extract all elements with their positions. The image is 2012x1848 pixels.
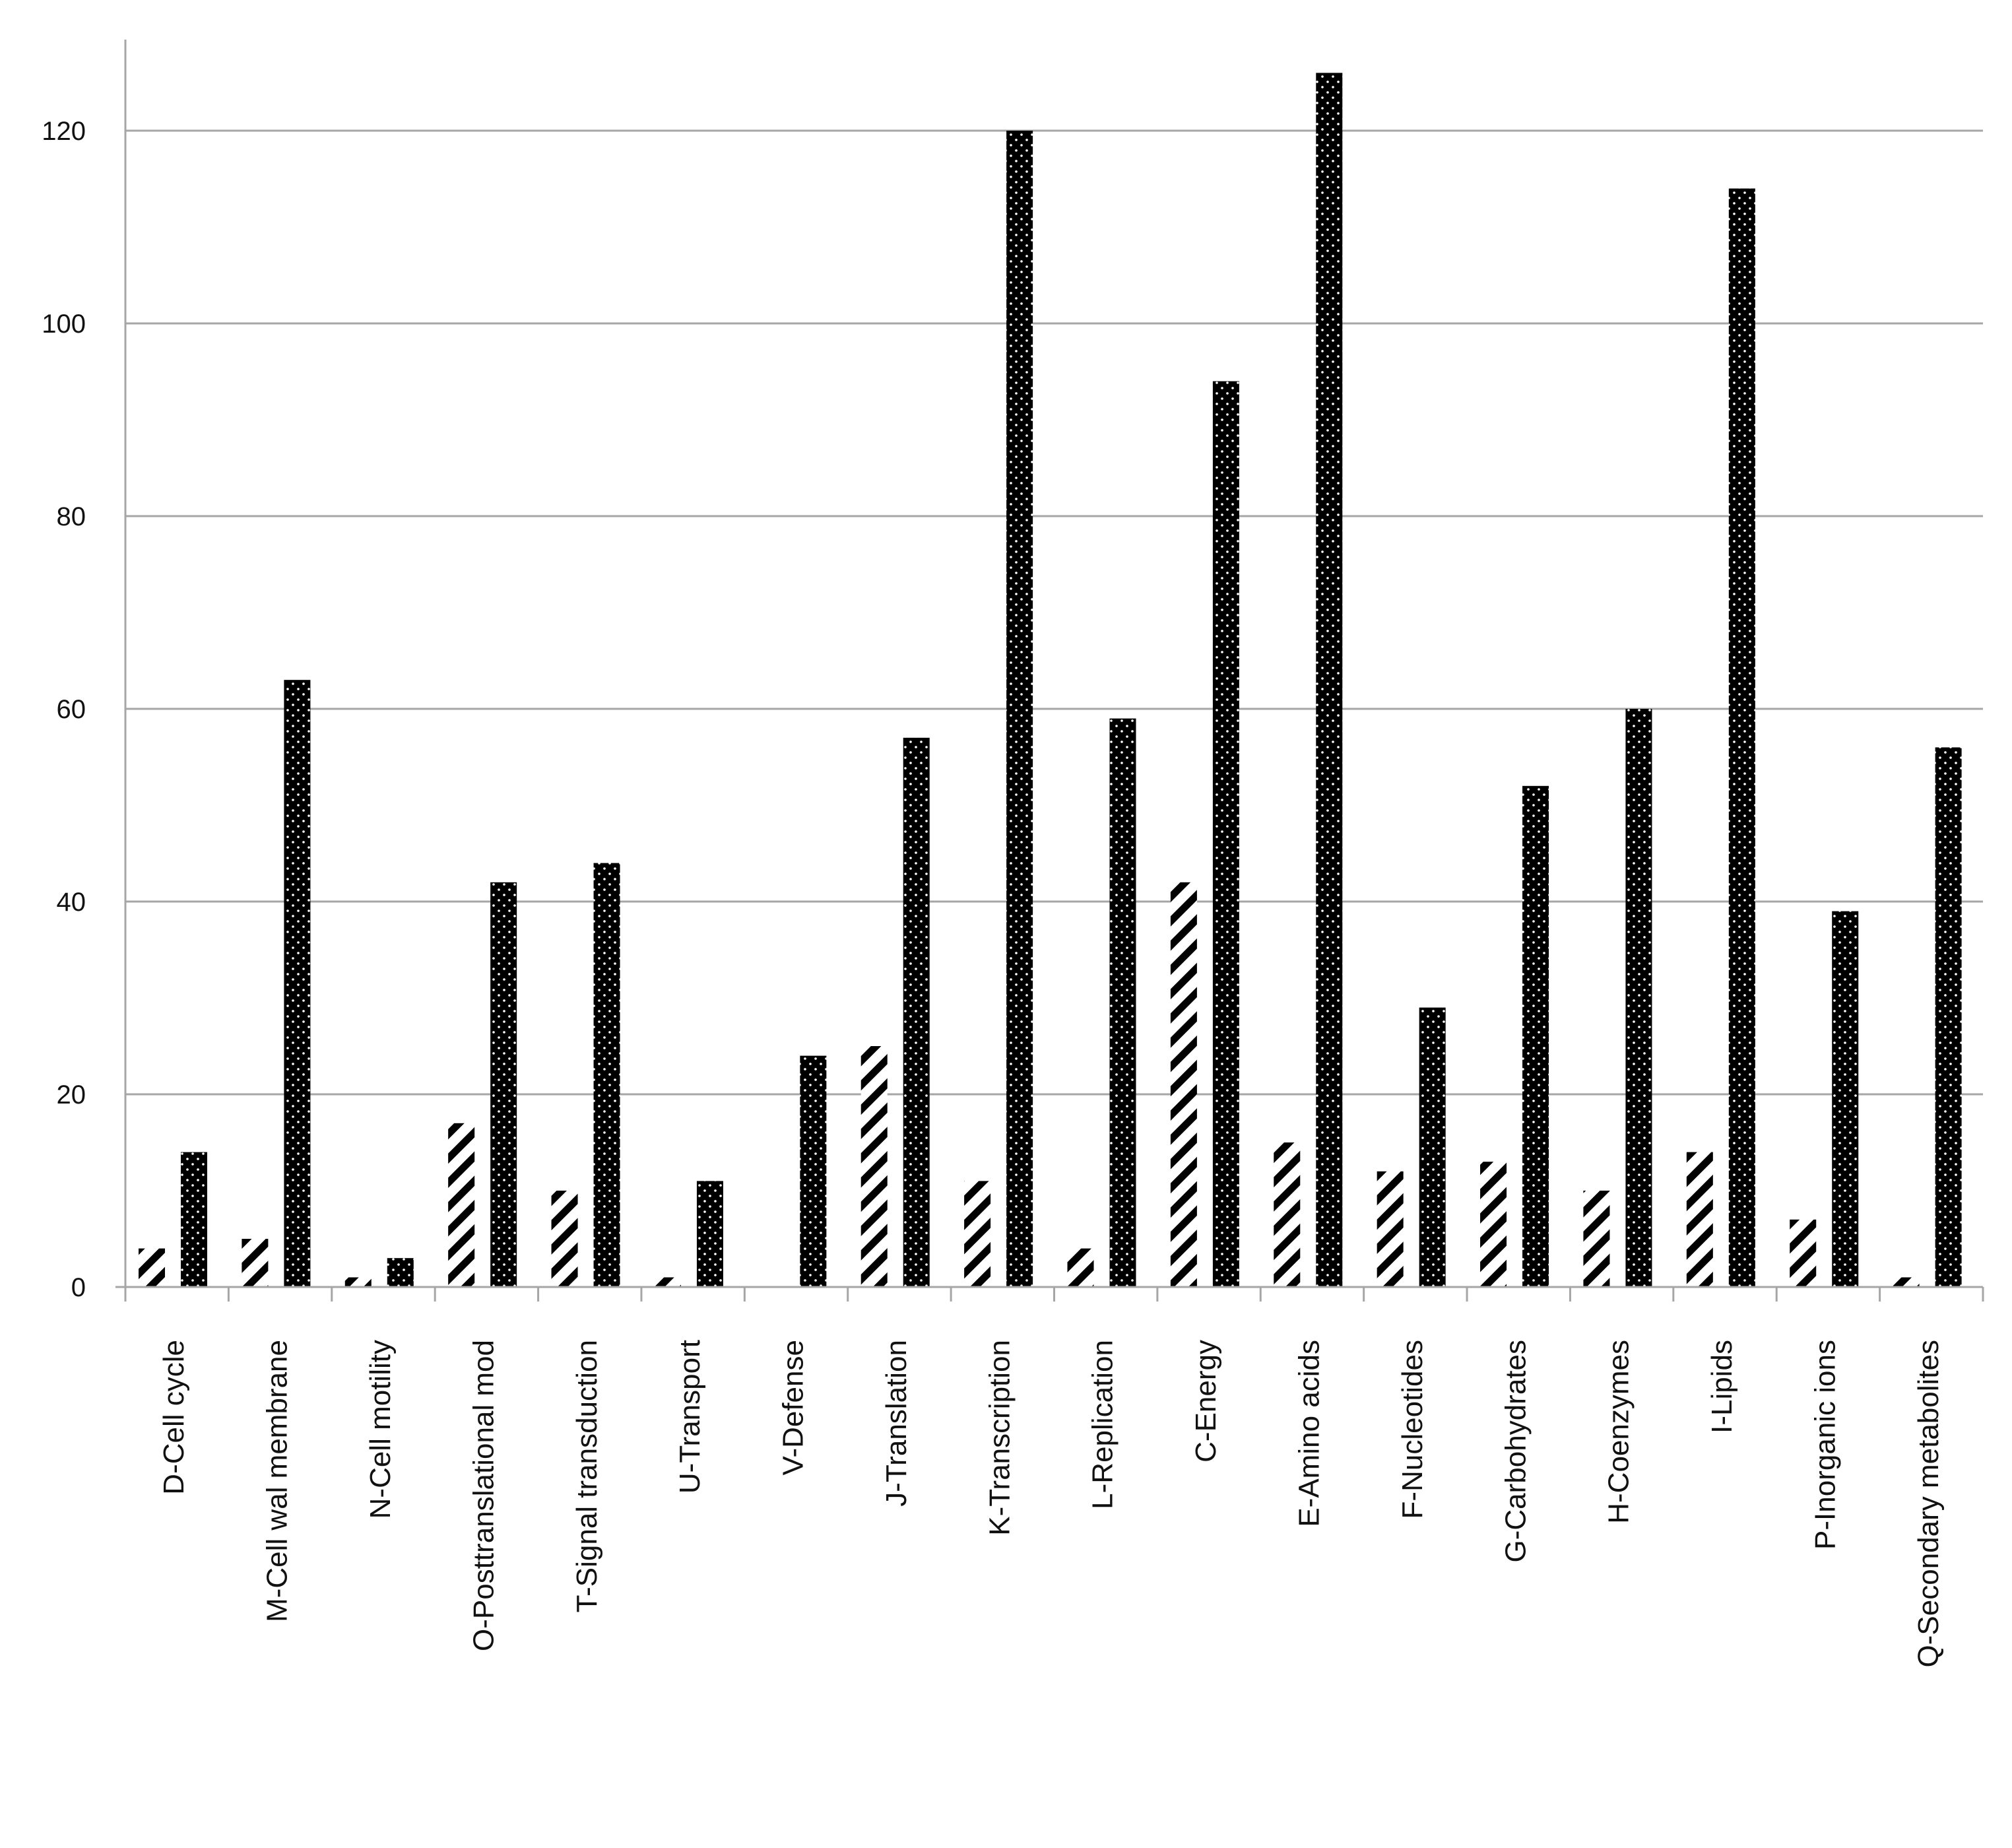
x-category-label: T-Signal transduction [571, 1340, 603, 1612]
x-category-label: N-Cell motility [364, 1340, 397, 1519]
bars [139, 73, 1962, 1288]
dotted-bar-0 [181, 1152, 207, 1287]
dotted-bar-15 [1728, 188, 1755, 1288]
x-category-label: D-Cell cycle [158, 1340, 190, 1495]
dotted-bar-3 [490, 882, 517, 1287]
y-tick-label: 0 [71, 1273, 86, 1302]
hatch-bar-12 [1377, 1171, 1404, 1287]
x-category-label: Q-Secondary metabolites [1912, 1340, 1945, 1667]
x-category-label: H-Coenzymes [1603, 1340, 1635, 1524]
dotted-bar-16 [1832, 911, 1859, 1287]
x-category-label: M-Cell wal membrane [261, 1340, 294, 1622]
hatch-bar-3 [448, 1123, 475, 1287]
hatch-bar-1 [242, 1239, 269, 1287]
dotted-bar-14 [1625, 709, 1652, 1287]
dotted-bar-13 [1522, 785, 1549, 1287]
x-category-label: G-Carbohydrates [1499, 1340, 1532, 1562]
dotted-bar-7 [903, 737, 930, 1287]
hatch-bar-7 [860, 1046, 888, 1287]
y-tick-label: 60 [57, 695, 86, 724]
hatch-bar-17 [1893, 1277, 1920, 1287]
y-tick-label: 120 [42, 117, 86, 146]
x-category-label: L-Replication [1087, 1340, 1119, 1509]
hatch-bar-10 [1170, 882, 1197, 1287]
dotted-bar-10 [1212, 381, 1239, 1287]
gridlines [125, 129, 1983, 1096]
dotted-bar-1 [284, 680, 311, 1287]
y-tick-label: 40 [57, 888, 86, 917]
hatch-bar-14 [1583, 1191, 1610, 1287]
hatch-bar-9 [1067, 1248, 1094, 1287]
hatch-bar-2 [344, 1277, 372, 1287]
x-axis-labels: D-Cell cycle M-Cell wal membrane N-Cell mo… [158, 1340, 1945, 1667]
x-category-label: F-Nucleotides [1396, 1340, 1429, 1519]
x-category-label: C-Energy [1190, 1340, 1222, 1463]
dotted-bar-17 [1935, 747, 1962, 1287]
hatch-bar-16 [1790, 1219, 1817, 1287]
dotted-bar-5 [696, 1181, 723, 1287]
hatch-bar-4 [551, 1191, 578, 1287]
x-category-label: J-Translation [880, 1340, 913, 1507]
y-tick-label: 80 [57, 502, 86, 531]
x-category-label: U-Transport [674, 1340, 706, 1494]
hatch-bar-0 [139, 1248, 165, 1287]
y-axis-ticks: 0 20 40 60 80 100 120 [42, 117, 86, 1302]
hatch-bar-15 [1686, 1152, 1713, 1287]
dotted-bar-9 [1109, 718, 1136, 1287]
y-tick-label: 20 [57, 1080, 86, 1109]
dotted-bar-11 [1316, 73, 1343, 1287]
dotted-bar-6 [800, 1055, 827, 1287]
hatch-bar-13 [1480, 1162, 1507, 1287]
x-category-label: I-Lipids [1706, 1340, 1738, 1434]
x-category-label: P-Inorganic ions [1809, 1340, 1841, 1550]
axes [115, 40, 1984, 1302]
x-category-label: V-Defense [777, 1340, 810, 1475]
dotted-bar-4 [593, 863, 620, 1287]
hatch-bar-8 [964, 1181, 991, 1287]
hatch-bar-5 [654, 1277, 681, 1287]
dotted-bar-12 [1419, 1007, 1446, 1287]
x-category-label: E-Amino acids [1293, 1340, 1325, 1527]
x-category-label: O-Posttranslational mod [467, 1340, 500, 1651]
dotted-bar-2 [387, 1258, 414, 1287]
x-category-label: K-Transcription [983, 1340, 1016, 1536]
dotted-bar-8 [1006, 131, 1033, 1287]
y-tick-label: 100 [42, 310, 86, 339]
hatch-bar-11 [1274, 1142, 1301, 1287]
